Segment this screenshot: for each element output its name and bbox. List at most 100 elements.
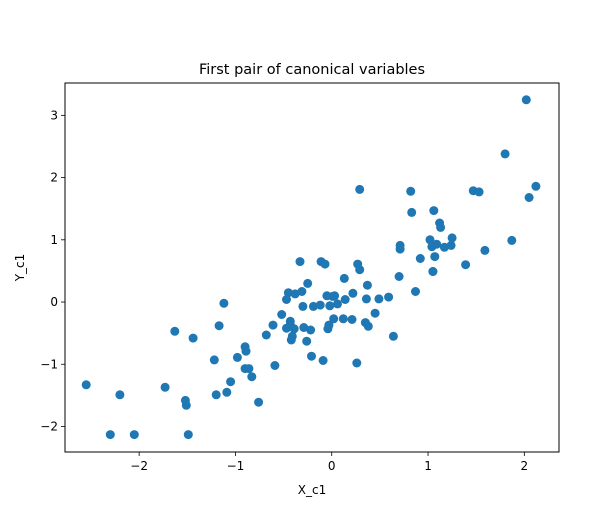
data-point xyxy=(222,387,232,397)
data-point xyxy=(277,310,287,319)
data-point xyxy=(290,289,300,299)
x-tick-label: 0 xyxy=(328,459,336,473)
data-point xyxy=(407,207,417,217)
data-point xyxy=(339,273,349,283)
data-point xyxy=(355,265,365,275)
data-point xyxy=(211,390,221,400)
data-point xyxy=(395,240,405,250)
x-tick-label: 2 xyxy=(521,459,529,473)
data-point xyxy=(297,287,307,296)
data-point xyxy=(183,430,193,440)
data-point xyxy=(247,372,257,382)
y-tick-label: 3 xyxy=(50,108,58,122)
data-point xyxy=(524,193,534,202)
data-point xyxy=(347,315,357,324)
data-point xyxy=(333,299,342,309)
data-point xyxy=(362,280,372,290)
y-tick-label: 2 xyxy=(50,171,58,185)
data-point xyxy=(352,358,362,368)
data-point xyxy=(370,308,380,318)
data-point xyxy=(226,377,236,387)
data-point xyxy=(415,254,425,263)
points-layer xyxy=(81,95,541,440)
data-point xyxy=(244,364,254,374)
data-point xyxy=(388,331,398,341)
data-point xyxy=(430,252,440,262)
x-tick-label: 1 xyxy=(424,459,432,473)
data-point xyxy=(289,324,299,334)
data-point xyxy=(170,326,180,336)
data-point xyxy=(302,336,312,346)
y-tick-label: −2 xyxy=(40,419,58,433)
data-point xyxy=(474,187,484,197)
data-point xyxy=(446,240,456,250)
data-point xyxy=(374,294,384,304)
data-point xyxy=(461,260,471,270)
data-point xyxy=(436,222,446,232)
y-tick-label: 0 xyxy=(50,295,58,309)
ticks-layer: −2 −1 0 1 2 −2 −1 0 1 2 3 xyxy=(40,108,528,473)
data-point xyxy=(361,294,371,304)
data-point xyxy=(219,298,229,308)
data-point xyxy=(521,95,531,105)
data-point xyxy=(298,301,308,311)
data-point xyxy=(299,323,309,332)
data-point xyxy=(315,300,325,310)
data-point xyxy=(241,346,251,356)
data-point xyxy=(283,288,293,298)
data-point xyxy=(160,382,170,392)
data-point xyxy=(81,380,91,390)
data-point xyxy=(363,321,373,331)
data-point xyxy=(105,430,115,440)
data-point xyxy=(209,355,219,365)
y-tick-label: 1 xyxy=(50,233,58,247)
data-point xyxy=(329,314,339,324)
data-point xyxy=(429,206,439,216)
data-point xyxy=(500,149,510,159)
data-point xyxy=(447,233,457,243)
data-point xyxy=(480,245,490,255)
data-point xyxy=(394,272,404,281)
data-point xyxy=(181,400,191,410)
data-point xyxy=(307,351,316,361)
x-tick-label: −1 xyxy=(227,459,245,473)
y-tick-label: −1 xyxy=(40,357,58,371)
data-point xyxy=(254,397,264,407)
data-point xyxy=(188,333,198,343)
x-axis-label: X_c1 xyxy=(298,483,326,497)
data-point xyxy=(295,257,305,267)
data-point xyxy=(129,430,139,440)
data-point xyxy=(306,325,316,335)
data-point xyxy=(115,390,125,400)
chart-title: First pair of canonical variables xyxy=(199,62,425,78)
data-point xyxy=(303,278,313,288)
data-point xyxy=(432,239,442,249)
data-point xyxy=(507,235,517,245)
data-point xyxy=(384,292,394,302)
data-point xyxy=(261,330,271,340)
data-point xyxy=(214,321,224,331)
y-axis-label: Y_c1 xyxy=(13,254,27,283)
data-point xyxy=(355,184,365,194)
data-point xyxy=(324,320,334,330)
data-point xyxy=(428,267,438,276)
data-point xyxy=(282,295,291,304)
data-point xyxy=(287,331,297,341)
data-point xyxy=(232,352,242,362)
data-point xyxy=(348,288,358,298)
data-point xyxy=(325,301,335,311)
plot-area-frame xyxy=(64,82,560,453)
data-point xyxy=(330,291,340,301)
data-point xyxy=(338,314,348,324)
data-point xyxy=(425,235,435,245)
data-point xyxy=(340,295,350,304)
data-point xyxy=(320,259,330,269)
data-point xyxy=(406,186,416,196)
data-point xyxy=(308,301,318,311)
data-point xyxy=(318,356,328,365)
data-point xyxy=(268,320,278,330)
data-point xyxy=(411,287,420,296)
data-point xyxy=(531,181,541,191)
data-point xyxy=(270,361,280,370)
